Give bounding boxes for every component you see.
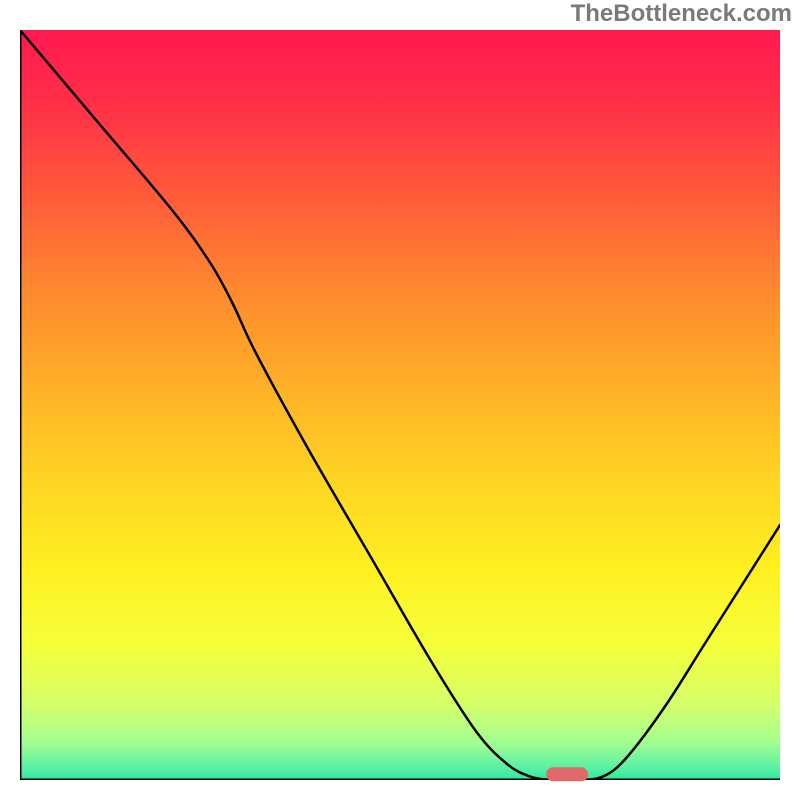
plot-area [20, 30, 780, 780]
watermark-text: TheBottleneck.com [571, 0, 792, 28]
optimum-marker [546, 767, 588, 781]
gradient-background [20, 30, 780, 780]
bottleneck-chart: TheBottleneck.com [0, 0, 800, 800]
